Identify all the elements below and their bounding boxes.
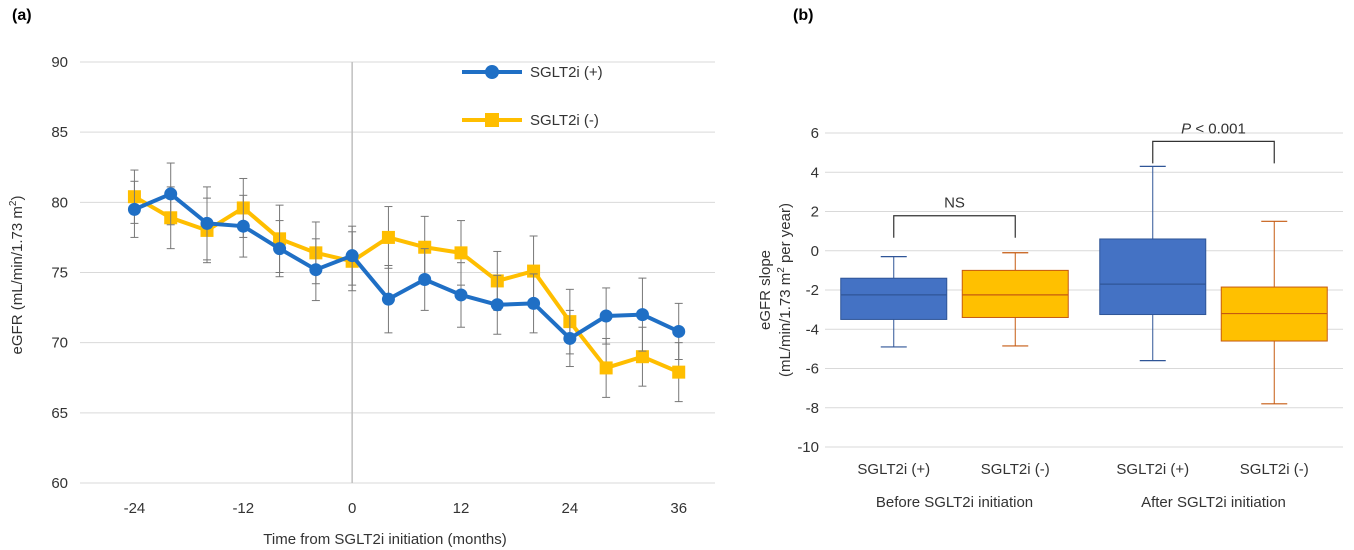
x-tick-label: 12 — [453, 500, 470, 517]
x-tick-label: 0 — [348, 500, 356, 517]
bracket-line — [1152, 140, 1275, 164]
legend-label: SGLT2i (+) — [530, 64, 603, 81]
data-point — [200, 216, 214, 230]
data-point — [273, 242, 287, 256]
data-point — [527, 296, 541, 310]
data-point — [490, 298, 504, 312]
data-point — [418, 273, 432, 287]
panel-b-box-plot: (b) -10 -8 -6 -4 -2 0 2 4 6 SGLT2i (+) SGLT2i (-)… — [757, 7, 1343, 511]
data-point — [164, 187, 178, 201]
panel-b-y-tick-labels: -10 -8 -6 -4 -2 0 2 4 6 — [797, 125, 819, 456]
group-label: Before SGLT2i initiation — [876, 494, 1033, 511]
data-point — [599, 309, 613, 323]
data-point — [309, 263, 323, 277]
comparison-bracket: P < 0.001 — [1152, 120, 1275, 164]
data-point — [381, 292, 395, 306]
panel-a-legend: SGLT2i (+) SGLT2i (-) — [462, 64, 603, 129]
panel-a-gridlines — [80, 61, 715, 484]
y-tick-label: 6 — [811, 125, 819, 142]
y-tick-label: -4 — [806, 321, 819, 338]
panel-a-label: (a) — [12, 7, 32, 24]
panel-a-y-axis-title-end: ) — [9, 196, 26, 201]
panel-b-y-axis-title-line2-post: per year) — [777, 203, 794, 267]
y-tick-label: 65 — [51, 405, 68, 422]
p-value: < 0.001 — [1191, 120, 1246, 137]
panel-a-y-axis-title-main: eGFR (mL/min/1.73 m — [9, 206, 26, 354]
series-line — [133, 194, 680, 374]
box-category-label: SGLT2i (+) — [857, 461, 930, 478]
panel-b-comparison-brackets: NS P < 0.001 — [893, 120, 1275, 238]
data-point — [563, 331, 577, 345]
data-point — [672, 324, 686, 338]
data-point — [345, 249, 359, 263]
y-tick-label: -2 — [806, 282, 819, 299]
comparison-label: P < 0.001 — [1181, 120, 1246, 137]
panel-a-line-chart: (a) 60 65 70 75 80 85 90 -24 -12 0 12 24 36 SGLT2i … — [8, 7, 715, 548]
legend-marker — [485, 65, 499, 79]
box-sglt2i-plus — [840, 256, 948, 348]
data-point — [635, 350, 649, 364]
panel-a-y-tick-labels: 60 65 70 75 80 85 90 — [51, 54, 68, 492]
panel-a-series — [127, 162, 686, 403]
series-sglt2i-plus — [127, 162, 686, 368]
data-point — [599, 361, 613, 375]
box-category-label: SGLT2i (+) — [1116, 461, 1189, 478]
y-tick-label: -10 — [797, 439, 819, 456]
y-tick-label: 70 — [51, 335, 68, 352]
data-point — [418, 240, 432, 254]
p-symbol: P — [1181, 120, 1191, 137]
panel-b-x-labels: SGLT2i (+) SGLT2i (-) Before SGLT2i initia… — [857, 461, 1308, 511]
y-tick-label: -6 — [806, 361, 819, 378]
box-iqr — [961, 269, 1069, 318]
series-sglt2i-minus — [127, 169, 686, 403]
box-category-label: SGLT2i (-) — [981, 461, 1050, 478]
panel-b-label: (b) — [793, 7, 813, 24]
box-iqr — [840, 277, 948, 320]
panel-a-y-axis-title-sup: 2 — [8, 200, 19, 206]
box-iqr — [1099, 238, 1207, 316]
y-tick-label: 90 — [51, 54, 68, 71]
box-sglt2i-plus — [1099, 165, 1207, 362]
x-tick-label: 24 — [562, 500, 579, 517]
legend-label: SGLT2i (-) — [530, 112, 599, 129]
x-tick-label: -12 — [232, 500, 254, 517]
data-point — [127, 202, 141, 216]
panel-b-y-axis-title-line2-pre: (mL/min/1.73 m — [777, 273, 794, 377]
y-tick-label: 0 — [811, 243, 819, 260]
y-tick-label: 85 — [51, 124, 68, 141]
data-point — [672, 365, 686, 379]
panel-b-y-axis-title-line2-sup: 2 — [776, 267, 787, 273]
comparison-label: NS — [944, 195, 965, 212]
box-sglt2i-minus — [961, 252, 1069, 347]
series-line — [133, 191, 680, 341]
y-tick-label: -8 — [806, 400, 819, 417]
comparison-bracket: NS — [893, 195, 1016, 238]
legend-marker — [485, 113, 499, 127]
x-tick-label: -24 — [124, 500, 146, 517]
bracket-line — [893, 215, 1016, 238]
y-tick-label: 60 — [51, 475, 68, 492]
y-tick-label: 75 — [51, 265, 68, 282]
panel-a-y-axis-title: eGFR (mL/min/1.73 m2) — [8, 196, 26, 355]
panel-b-boxes — [840, 165, 1328, 405]
x-tick-label: 36 — [670, 500, 687, 517]
data-point — [381, 230, 395, 244]
data-point — [635, 308, 649, 322]
data-point — [454, 288, 468, 302]
panel-a-x-axis-title: Time from SGLT2i initiation (months) — [263, 531, 506, 548]
data-point — [236, 219, 250, 233]
data-point — [454, 246, 468, 260]
panel-b-y-axis-title-line1: eGFR slope — [757, 250, 774, 330]
y-tick-label: 80 — [51, 194, 68, 211]
y-tick-label: 2 — [811, 204, 819, 221]
panel-a-x-tick-labels: -24 -12 0 12 24 36 — [124, 500, 687, 517]
box-sglt2i-minus — [1220, 220, 1328, 405]
box-category-label: SGLT2i (-) — [1240, 461, 1309, 478]
panel-b-y-axis-title-line2: (mL/min/1.73 m2 per year) — [776, 203, 794, 377]
y-tick-label: 4 — [811, 164, 819, 181]
group-label: After SGLT2i initiation — [1141, 494, 1286, 511]
